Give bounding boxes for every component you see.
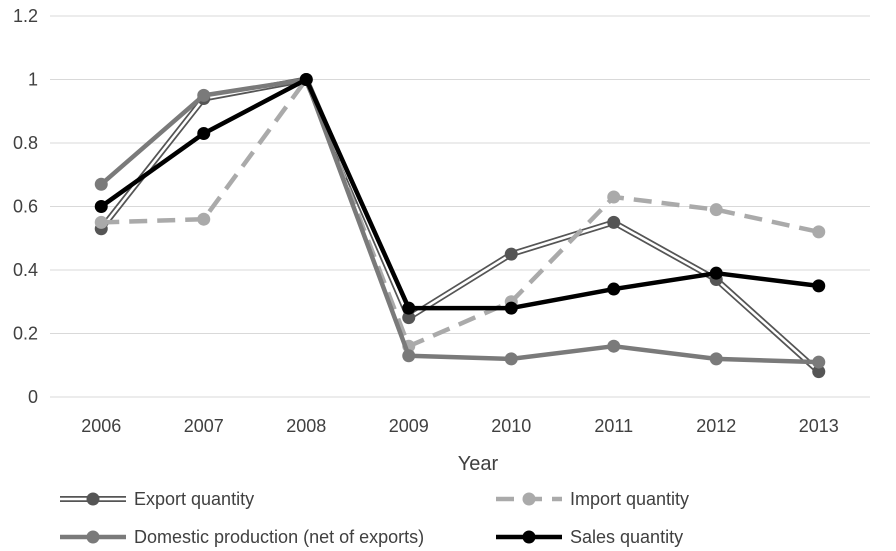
y-tick-label: 0 <box>28 387 38 407</box>
domestic-production-point <box>94 177 108 191</box>
import-quantity-point <box>94 215 108 229</box>
x-tick-label: 2012 <box>696 416 736 436</box>
import-quantity-point <box>812 225 826 239</box>
domestic-production-point <box>402 349 416 363</box>
legend-sales-quantity-marker <box>522 530 536 544</box>
legend-export-quantity-marker <box>86 492 100 506</box>
sales-quantity-point <box>812 279 826 293</box>
sales-quantity-point <box>402 301 416 315</box>
series-sales-quantity <box>94 73 826 315</box>
domestic-production-point <box>607 339 621 353</box>
sales-quantity-point <box>94 200 108 213</box>
domestic-production-point <box>812 355 826 369</box>
export-quantity-line-outline <box>98 76 821 374</box>
series-import-quantity <box>94 73 826 353</box>
legend-item-sales-quantity: Sales quantity <box>496 527 683 547</box>
gridlines <box>50 15 870 398</box>
import-quantity-point <box>607 190 621 204</box>
y-tick-label: 0.2 <box>13 324 38 344</box>
import-quantity-point <box>709 203 723 217</box>
y-tick-label: 1.2 <box>13 6 38 26</box>
sales-quantity-point <box>299 73 313 86</box>
sales-quantity-point <box>504 301 518 315</box>
legend-domestic-production-marker <box>86 530 100 544</box>
y-tick-label: 1 <box>28 70 38 90</box>
export-quantity-point <box>504 247 518 261</box>
export-quantity-line-inner <box>100 78 820 373</box>
x-tick-label: 2008 <box>286 416 326 436</box>
y-axis-ticks: 0 0.2 0.4 0.6 0.8 1 1.2 <box>13 6 38 407</box>
legend-item-import-quantity: Import quantity <box>496 489 689 509</box>
export-quantity-point <box>402 311 416 325</box>
x-tick-label: 2011 <box>594 416 633 436</box>
x-tick-label: 2013 <box>799 416 839 436</box>
legend-label: Sales quantity <box>570 527 683 547</box>
x-tick-label: 2007 <box>184 416 224 436</box>
import-quantity-line <box>101 77 820 349</box>
x-tick-label: 2010 <box>491 416 531 436</box>
domestic-production-point <box>504 352 518 366</box>
x-axis-title: Year <box>458 453 499 475</box>
sales-quantity-line <box>99 77 820 311</box>
export-quantity-point <box>607 215 621 229</box>
x-tick-label: 2006 <box>81 416 121 436</box>
legend: Export quantity Import quantity Domestic p… <box>60 489 689 547</box>
legend-item-export-quantity: Export quantity <box>60 489 254 509</box>
y-tick-label: 0.8 <box>13 133 38 153</box>
legend-label: Domestic production (net of exports) <box>134 527 424 547</box>
legend-label: Import quantity <box>570 489 689 509</box>
domestic-production-point <box>197 88 211 102</box>
sales-quantity-point <box>709 266 723 280</box>
series-lines <box>94 73 826 379</box>
domestic-production-line <box>99 77 819 365</box>
x-axis-ticks: 2006 2007 2008 2009 2010 2011 2012 2013 <box>81 416 839 436</box>
sales-quantity-point <box>607 282 621 296</box>
legend-label: Export quantity <box>134 489 254 509</box>
domestic-production-point <box>709 352 723 366</box>
import-quantity-point <box>197 212 211 226</box>
y-tick-label: 0.6 <box>13 197 38 217</box>
x-tick-label: 2009 <box>389 416 429 436</box>
y-tick-label: 0.4 <box>13 260 38 280</box>
export-quantity-point <box>812 365 826 379</box>
sales-quantity-point <box>197 126 211 140</box>
legend-import-quantity-marker <box>522 492 536 506</box>
legend-item-domestic-production: Domestic production (net of exports) <box>60 527 424 547</box>
